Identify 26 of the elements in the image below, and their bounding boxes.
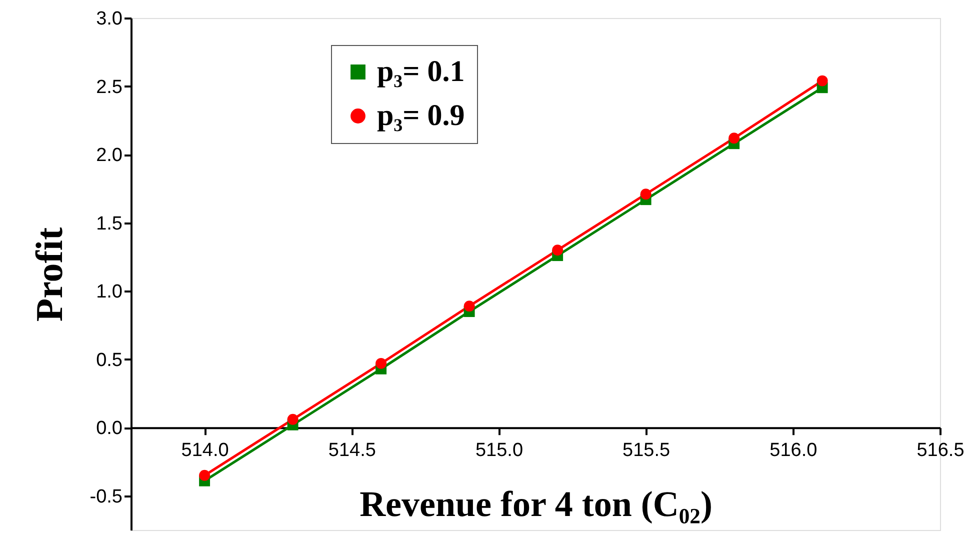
legend-label: p₃= 0.9 bbox=[377, 99, 465, 132]
point bbox=[376, 358, 387, 369]
y-axis-title: Profit bbox=[28, 227, 71, 322]
y-tick-label: 2.5 bbox=[96, 76, 122, 98]
point bbox=[816, 75, 828, 86]
legend-label: p₃= 0.1 bbox=[377, 55, 465, 88]
x-tick-label: 514.0 bbox=[181, 440, 229, 462]
x-tick-label: 515.0 bbox=[475, 440, 523, 462]
point bbox=[199, 470, 210, 481]
point bbox=[728, 132, 740, 144]
x-tick-label: 516.5 bbox=[916, 440, 964, 462]
x-tick-label: 515.5 bbox=[622, 440, 670, 462]
y-tick-label: -0.5 bbox=[90, 486, 122, 508]
y-tick-label: 0.5 bbox=[96, 350, 122, 371]
x-tick-label: 516.0 bbox=[770, 440, 818, 462]
y-tick-label: 0.0 bbox=[96, 418, 122, 440]
y-tick-label: 1.0 bbox=[96, 282, 122, 303]
x-axis-title: Revenue for 4 ton (C₀₂) bbox=[360, 484, 712, 524]
x-tick-label: 514.5 bbox=[328, 440, 376, 462]
y-tick-label: 3.0 bbox=[96, 8, 122, 30]
point bbox=[287, 414, 298, 425]
point bbox=[552, 244, 564, 256]
point bbox=[640, 188, 652, 200]
y-tick-label: 2.0 bbox=[96, 145, 122, 166]
point bbox=[464, 300, 475, 312]
y-tick-label: 1.5 bbox=[96, 213, 122, 234]
